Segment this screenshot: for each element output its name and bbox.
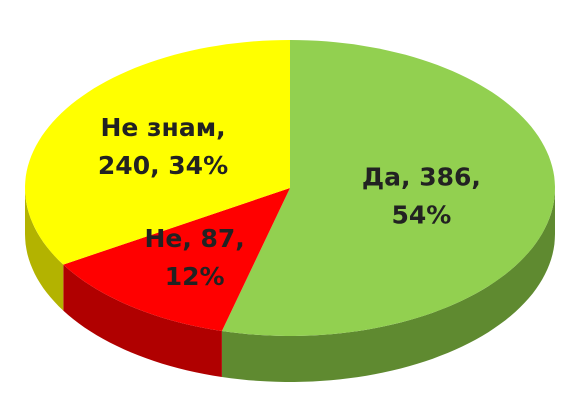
- data-label: 12%: [165, 262, 225, 291]
- slice-side: [221, 188, 555, 382]
- data-label: Не знам,: [100, 113, 225, 142]
- data-label: Да, 386,: [362, 163, 481, 192]
- slice-side: [25, 188, 64, 311]
- data-label: 240, 34%: [98, 151, 228, 180]
- data-label: 54%: [391, 201, 451, 230]
- slice: [25, 40, 290, 265]
- data-label: Не, 87,: [144, 224, 244, 253]
- slice: [221, 40, 555, 336]
- slice: [63, 188, 290, 331]
- slice-side: [63, 264, 222, 377]
